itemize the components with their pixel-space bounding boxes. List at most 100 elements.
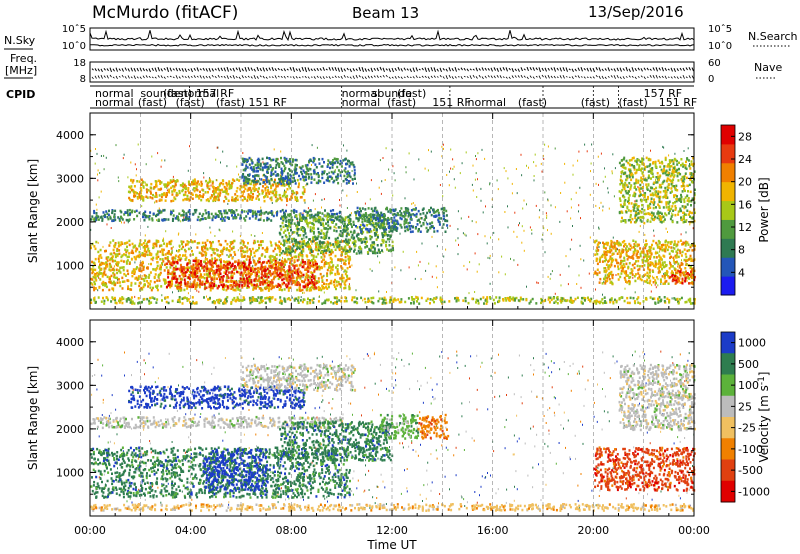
power-colorbar-tick-3: 16 [738, 198, 752, 211]
velocity-time-grid [140, 320, 644, 516]
power-y-label: Slant Range [km] [26, 159, 40, 263]
y-tick-label-0: 1000 [56, 259, 84, 272]
cpid-label-15: 151 RF [432, 96, 470, 109]
x-tick-label-5: 20:00 [577, 524, 609, 537]
cpid-label-19: (fast) [619, 96, 648, 109]
nsky-label: N.Sky [4, 34, 36, 47]
velocity-colorbar-tick-6: -500 [738, 464, 763, 477]
x-tick-label-1: 04:00 [175, 524, 207, 537]
power-scatter [90, 143, 696, 305]
cpid-label-9: 151 RF [249, 96, 287, 109]
cpid-label-2: (fast) [163, 87, 192, 100]
nave-label: Nave [754, 61, 782, 74]
aux-left-tick-top: 10ˆ5 [62, 23, 86, 35]
cpid-label-3: normal [181, 87, 220, 100]
power-colorbar-tick-0: 4 [738, 266, 745, 279]
cpid-label-4: 157 RF [196, 87, 234, 100]
aux-left-tick-bottom: 10ˆ0 [62, 40, 86, 52]
velocity-colorbar-tick-0: 1000 [738, 337, 766, 350]
cpid-label-11: sounde [372, 87, 412, 100]
power-colorbar-tick-5: 24 [738, 153, 752, 166]
power-colorbar-label: Power [dB] [757, 177, 771, 242]
colorbar-swatch-4 [721, 200, 735, 220]
colorbar-swatch-3 [721, 219, 735, 239]
colorbar-swatch-6 [721, 162, 735, 183]
aux-traces [89, 29, 695, 108]
velocity-colorbar-tick-5: -100 [738, 443, 763, 456]
power-colorbar-tick-2: 12 [738, 221, 752, 234]
cpid-label-18: (fast) [581, 96, 610, 109]
x-tick-label-2: 08:00 [275, 524, 307, 537]
nsearch-label: N.Search [748, 30, 798, 43]
time-x-label: Time UT [366, 538, 417, 552]
cpid-label-13: normal [342, 96, 381, 109]
y-tick-label-0: 1000 [56, 466, 84, 479]
cpid-label-10: normal [342, 87, 381, 100]
colorbar-swatch-2 [721, 374, 735, 397]
aux-panel: 10ˆ5 10ˆ0 18 8 10ˆ5 10ˆ0 60 0 N.Sky N.Search Fr… [4, 23, 798, 109]
colorbar-swatch-1 [721, 353, 735, 375]
y-tick-label-1: 2000 [56, 423, 84, 436]
nave-right-tick-bottom: 0 [708, 74, 714, 85]
velocity-colorbar-tick-1: 500 [738, 358, 759, 371]
date-title: 13/Sep/2016 [588, 3, 684, 21]
velocity-scatter [90, 350, 696, 512]
freq-unit-label: [MHz] [5, 64, 37, 77]
freq-label: Freq. [10, 52, 37, 65]
velocity-colorbar-label: Velocity [m s-1] [757, 372, 771, 463]
aux-right-tick-bottom: 10ˆ0 [708, 40, 732, 52]
power-colorbar-tick-4: 20 [738, 176, 752, 189]
x-tick-label-4: 16:00 [477, 524, 509, 537]
power-time-grid [140, 113, 644, 309]
y-tick-label-2: 3000 [56, 379, 84, 392]
cpid-label-17: (fast) [518, 96, 547, 109]
freq-left-tick-bottom: 8 [80, 74, 86, 85]
colorbar-swatch-8 [721, 125, 735, 145]
power-colorbar-tick-1: 8 [738, 244, 745, 257]
colorbar-swatch-5 [721, 181, 735, 202]
y-tick-label-3: 4000 [56, 129, 84, 142]
cpid-label-21: 151 RF [659, 96, 697, 109]
x-tick-label-6: 00:00 [678, 524, 710, 537]
nave-right-tick-top: 60 [708, 58, 721, 69]
cpid-label-14: (fast) [387, 96, 416, 109]
y-tick-label-2: 3000 [56, 172, 84, 185]
cpid-label-1: sounde [140, 87, 180, 100]
velocity-colorbar-tick-4: -25 [738, 422, 756, 435]
cpid-label-20: 157 RF [644, 87, 682, 100]
colorbar-swatch-3 [721, 395, 735, 418]
y-tick-label-3: 4000 [56, 336, 84, 349]
station-title: McMurdo (fitACF) [92, 3, 238, 23]
colorbar-swatch-2 [721, 238, 735, 258]
power-panel: 1000 2000 3000 4000 Slant Range [km] [26, 112, 696, 310]
velocity-colorbar-tick-3: 25 [738, 400, 752, 413]
power-colorbar-tick-6: 28 [738, 130, 752, 143]
power-y-ticks: 1000 2000 3000 4000 [56, 129, 694, 288]
beam-title: Beam 13 [352, 4, 419, 22]
velocity-y-ticks: 1000 2000 3000 4000 [56, 336, 694, 495]
power-colorbar: 4 8 12 16 20 24 28 Power [dB] [720, 124, 771, 296]
freq-box [89, 61, 695, 83]
cpid-label-6: (fast) [138, 96, 167, 109]
cpid-label: CPID [6, 88, 35, 101]
velocity-panel: 1000 2000 3000 4000 Slant Range [km] 00:00 0… [26, 113, 710, 552]
velocity-y-label: Slant Range [km] [26, 366, 40, 470]
velocity-colorbar-tick-7: -1000 [738, 485, 770, 498]
colorbar-swatch-5 [721, 438, 735, 460]
y-tick-label-1: 2000 [56, 216, 84, 229]
velocity-colorbar: 1000 500 100 25 -25 -100 -500 -1000 Velocity [m … [720, 331, 771, 503]
cpid-label-16: normal [468, 96, 507, 109]
freq-left-tick-top: 18 [73, 58, 86, 69]
cpid-label-0: normal [95, 87, 134, 100]
cpid-label-8: (fast) [216, 96, 245, 109]
time-x-ticks: 00:00 04:00 08:00 12:00 16:00 20:00 00:00 [74, 113, 710, 537]
cpid-label-12: (fast) [397, 87, 426, 100]
colorbar-swatch-0 [721, 332, 735, 354]
colorbar-swatch-0 [721, 276, 735, 296]
aux-right-tick-top: 10ˆ5 [708, 23, 732, 35]
colorbar-swatch-7 [721, 480, 735, 503]
colorbar-swatch-1 [721, 257, 735, 277]
colorbar-swatch-7 [721, 143, 735, 164]
